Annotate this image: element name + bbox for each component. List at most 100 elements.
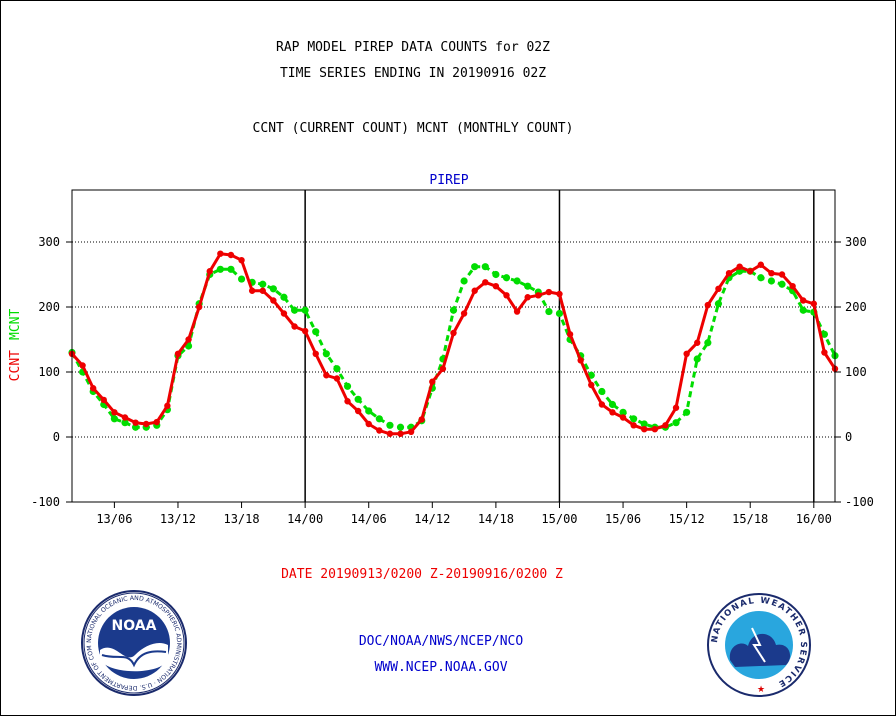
axis-ticks: -100 -100 0 0 100 100 200 200 300 300 13/06 13/12 13…: [31, 235, 874, 526]
data-point-mcnt: [280, 293, 288, 301]
data-point-mcnt: [365, 407, 373, 415]
data-point-mcnt: [301, 306, 309, 314]
data-point-ccnt: [174, 350, 182, 357]
data-point-ccnt: [598, 401, 606, 408]
data-point-ccnt: [439, 365, 447, 372]
y-tick-label-right: 0: [845, 430, 852, 444]
data-point-mcnt: [322, 350, 330, 358]
data-point-ccnt: [270, 297, 277, 304]
data-point-mcnt: [312, 328, 320, 336]
cloud-shape: [729, 633, 791, 667]
data-point-mcnt: [608, 400, 617, 409]
series-line-ccnt: [70, 252, 837, 436]
x-tick-label: 15/12: [669, 512, 705, 526]
data-point-ccnt: [577, 357, 584, 364]
data-point-ccnt: [397, 430, 404, 437]
data-point-mcnt: [237, 275, 246, 283]
data-point-ccnt: [609, 409, 616, 416]
data-point-ccnt: [821, 349, 828, 356]
noaa-logo: NATIONAL OCEANIC AND ATMOSPHERIC ADMINIS…: [0, 0, 187, 696]
data-point-ccnt: [386, 430, 394, 437]
data-point-mcnt: [343, 382, 352, 390]
data-point-ccnt: [227, 251, 235, 259]
data-point-ccnt: [566, 331, 574, 338]
y-tick-label-right: 200: [845, 300, 867, 314]
data-point-mcnt: [513, 277, 521, 285]
data-point-ccnt: [736, 263, 743, 270]
data-point-mcnt: [630, 415, 638, 423]
data-point-mcnt: [131, 423, 140, 431]
data-point-mcnt: [386, 421, 394, 429]
data-point-ccnt: [460, 310, 468, 317]
x-tick-label: 15/06: [605, 512, 641, 526]
data-point-ccnt: [418, 416, 425, 423]
data-point-mcnt: [396, 423, 405, 431]
data-point-mcnt: [683, 408, 691, 416]
data-point-ccnt: [725, 270, 733, 277]
data-point-ccnt: [142, 420, 150, 428]
data-point-ccnt: [482, 279, 489, 286]
data-point-mcnt: [449, 306, 458, 314]
day-boundaries: [304, 190, 815, 502]
x-tick-label: 15/18: [732, 512, 768, 526]
data-point-mcnt: [820, 330, 829, 338]
y-tick-label-right: 100: [845, 365, 867, 379]
data-point-ccnt: [217, 250, 224, 257]
plot-title: PIREP: [429, 173, 468, 188]
data-point-ccnt: [407, 428, 415, 435]
series-layer: [68, 250, 839, 437]
data-point-ccnt: [301, 327, 309, 335]
data-point-mcnt: [333, 365, 341, 373]
data-point-ccnt: [344, 398, 351, 405]
x-tick-label: 13/18: [223, 512, 259, 526]
y-axis-label-ccnt: CCNT: [8, 350, 23, 381]
x-tick-label: 15/00: [541, 512, 577, 526]
data-point-ccnt: [778, 271, 786, 278]
data-point-ccnt: [121, 414, 129, 421]
data-point-mcnt: [227, 265, 235, 273]
data-point-ccnt: [132, 419, 139, 426]
y-tick-label-left: 300: [38, 235, 60, 249]
data-point-ccnt: [111, 409, 118, 416]
chart-subtitle: TIME SERIES ENDING IN 20190916 02Z: [280, 66, 546, 81]
url-link[interactable]: WWW.NCEP.NOAA.GOV: [374, 660, 507, 675]
data-point-ccnt: [672, 404, 680, 411]
data-point-mcnt: [672, 419, 680, 427]
data-point-ccnt: [153, 418, 160, 426]
data-point-ccnt: [619, 414, 627, 421]
data-point-ccnt: [185, 336, 192, 343]
data-point-ccnt: [333, 375, 341, 382]
data-point-ccnt: [206, 268, 213, 275]
data-point-ccnt: [164, 402, 171, 409]
star-icon: ★: [757, 684, 765, 694]
chart-title: RAP MODEL PIREP DATA COUNTS for 02Z: [276, 40, 550, 55]
data-point-mcnt: [269, 285, 277, 293]
data-point-ccnt: [662, 422, 669, 429]
data-point-mcnt: [640, 420, 648, 428]
x-tick-label: 13/12: [160, 512, 196, 526]
data-point-ccnt: [323, 372, 330, 379]
data-point-mcnt: [524, 282, 532, 290]
data-point-ccnt: [747, 268, 754, 275]
data-point-ccnt: [545, 288, 553, 296]
chart-legend-description: CCNT (CURRENT COUNT) MCNT (MONTHLY COUNT…: [253, 121, 574, 136]
data-point-ccnt: [683, 350, 690, 357]
data-point-ccnt: [556, 290, 563, 298]
data-point-mcnt: [714, 300, 723, 308]
data-point-ccnt: [365, 420, 372, 428]
data-point-mcnt: [375, 415, 383, 423]
data-point-mcnt: [354, 395, 362, 403]
data-point-ccnt: [280, 310, 288, 317]
data-point-ccnt: [513, 308, 521, 315]
data-point-ccnt: [789, 283, 796, 290]
data-point-ccnt: [354, 407, 362, 415]
lightning-shape: [751, 627, 766, 663]
data-point-ccnt: [630, 422, 637, 429]
data-point-mcnt: [778, 280, 786, 288]
data-point-mcnt: [290, 306, 299, 314]
series-ccnt: [68, 250, 839, 437]
data-point-mcnt: [121, 419, 129, 427]
noaa-logo-text: NOAA: [112, 618, 157, 634]
data-point-mcnt: [619, 408, 627, 416]
